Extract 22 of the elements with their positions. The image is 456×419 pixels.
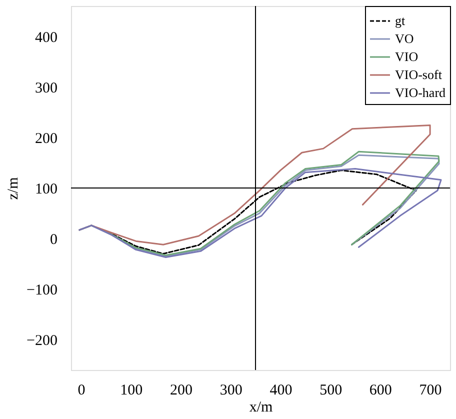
x-tick-label: 100 bbox=[120, 382, 143, 398]
x-tick-label: 400 bbox=[270, 382, 292, 398]
x-tick-label: 600 bbox=[369, 382, 392, 398]
legend-label: VIO-soft bbox=[395, 67, 442, 82]
legend-label: VO bbox=[395, 31, 414, 46]
legend-label: VIO-hard bbox=[395, 85, 446, 100]
y-tick-label: 100 bbox=[35, 182, 58, 198]
legend-label: VIO bbox=[395, 49, 418, 64]
y-tick-label: 200 bbox=[35, 130, 58, 147]
y-tick-label: 300 bbox=[35, 80, 58, 96]
legend-label: gt bbox=[395, 13, 406, 28]
x-tick-label: 500 bbox=[320, 382, 342, 398]
x-tick-label: 300 bbox=[220, 382, 242, 398]
x-tick-label: 200 bbox=[170, 382, 192, 398]
y-tick-label: 0 bbox=[50, 232, 58, 248]
x-axis-title: x/m bbox=[249, 400, 273, 416]
x-tick-label: 0 bbox=[78, 382, 86, 398]
y-tick-label: 400 bbox=[35, 30, 58, 46]
x-tick-label: 700 bbox=[419, 382, 442, 398]
y-tick-label: −100 bbox=[26, 282, 58, 299]
y-axis-title: z/m bbox=[6, 176, 22, 200]
y-tick-label: −200 bbox=[26, 333, 58, 350]
